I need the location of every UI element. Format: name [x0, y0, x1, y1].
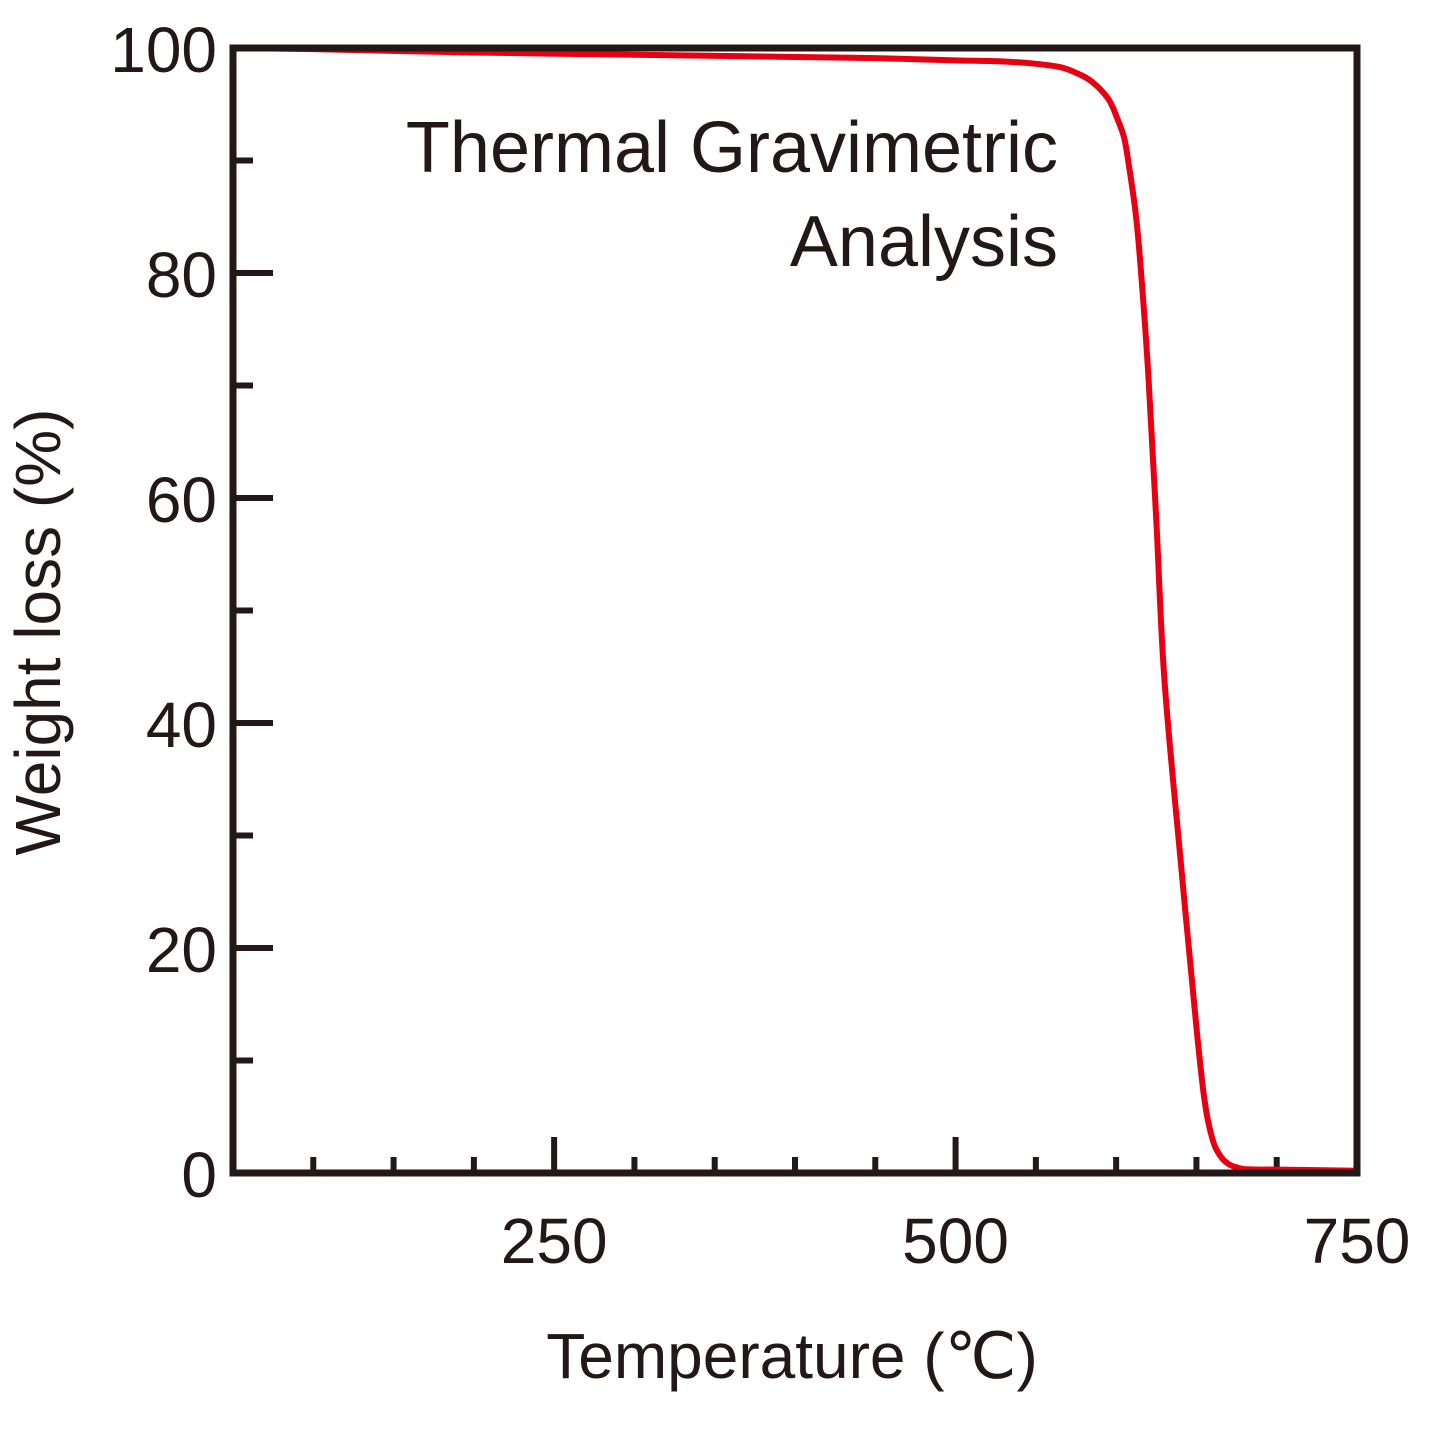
- y-tick-label: 0: [181, 1139, 217, 1211]
- major-ticks: [233, 270, 959, 1173]
- x-axis-title: Temperature (℃): [546, 1320, 1038, 1392]
- x-tick-label: 250: [501, 1205, 608, 1277]
- chart-annotation-line-2: Analysis: [790, 202, 1058, 282]
- y-tick-label: 80: [146, 239, 217, 311]
- y-tick-labels: 0 20 40 60 80 100: [110, 14, 217, 1211]
- chart-annotation-line-1: Thermal Gravimetric: [406, 108, 1058, 188]
- x-tick-labels: 250 500 750: [501, 1205, 1411, 1277]
- y-tick-label: 100: [110, 14, 217, 86]
- x-tick-label: 500: [902, 1205, 1009, 1277]
- y-axis-title: Weight loss (%): [2, 409, 74, 856]
- weight-loss-curve: [230, 45, 1360, 1174]
- y-tick-label: 20: [146, 914, 217, 986]
- y-tick-label: 40: [146, 689, 217, 761]
- y-tick-label: 60: [146, 464, 217, 536]
- minor-ticks: [233, 157, 1280, 1173]
- x-tick-label: 750: [1304, 1205, 1411, 1277]
- plot-frame: [229, 44, 1361, 1177]
